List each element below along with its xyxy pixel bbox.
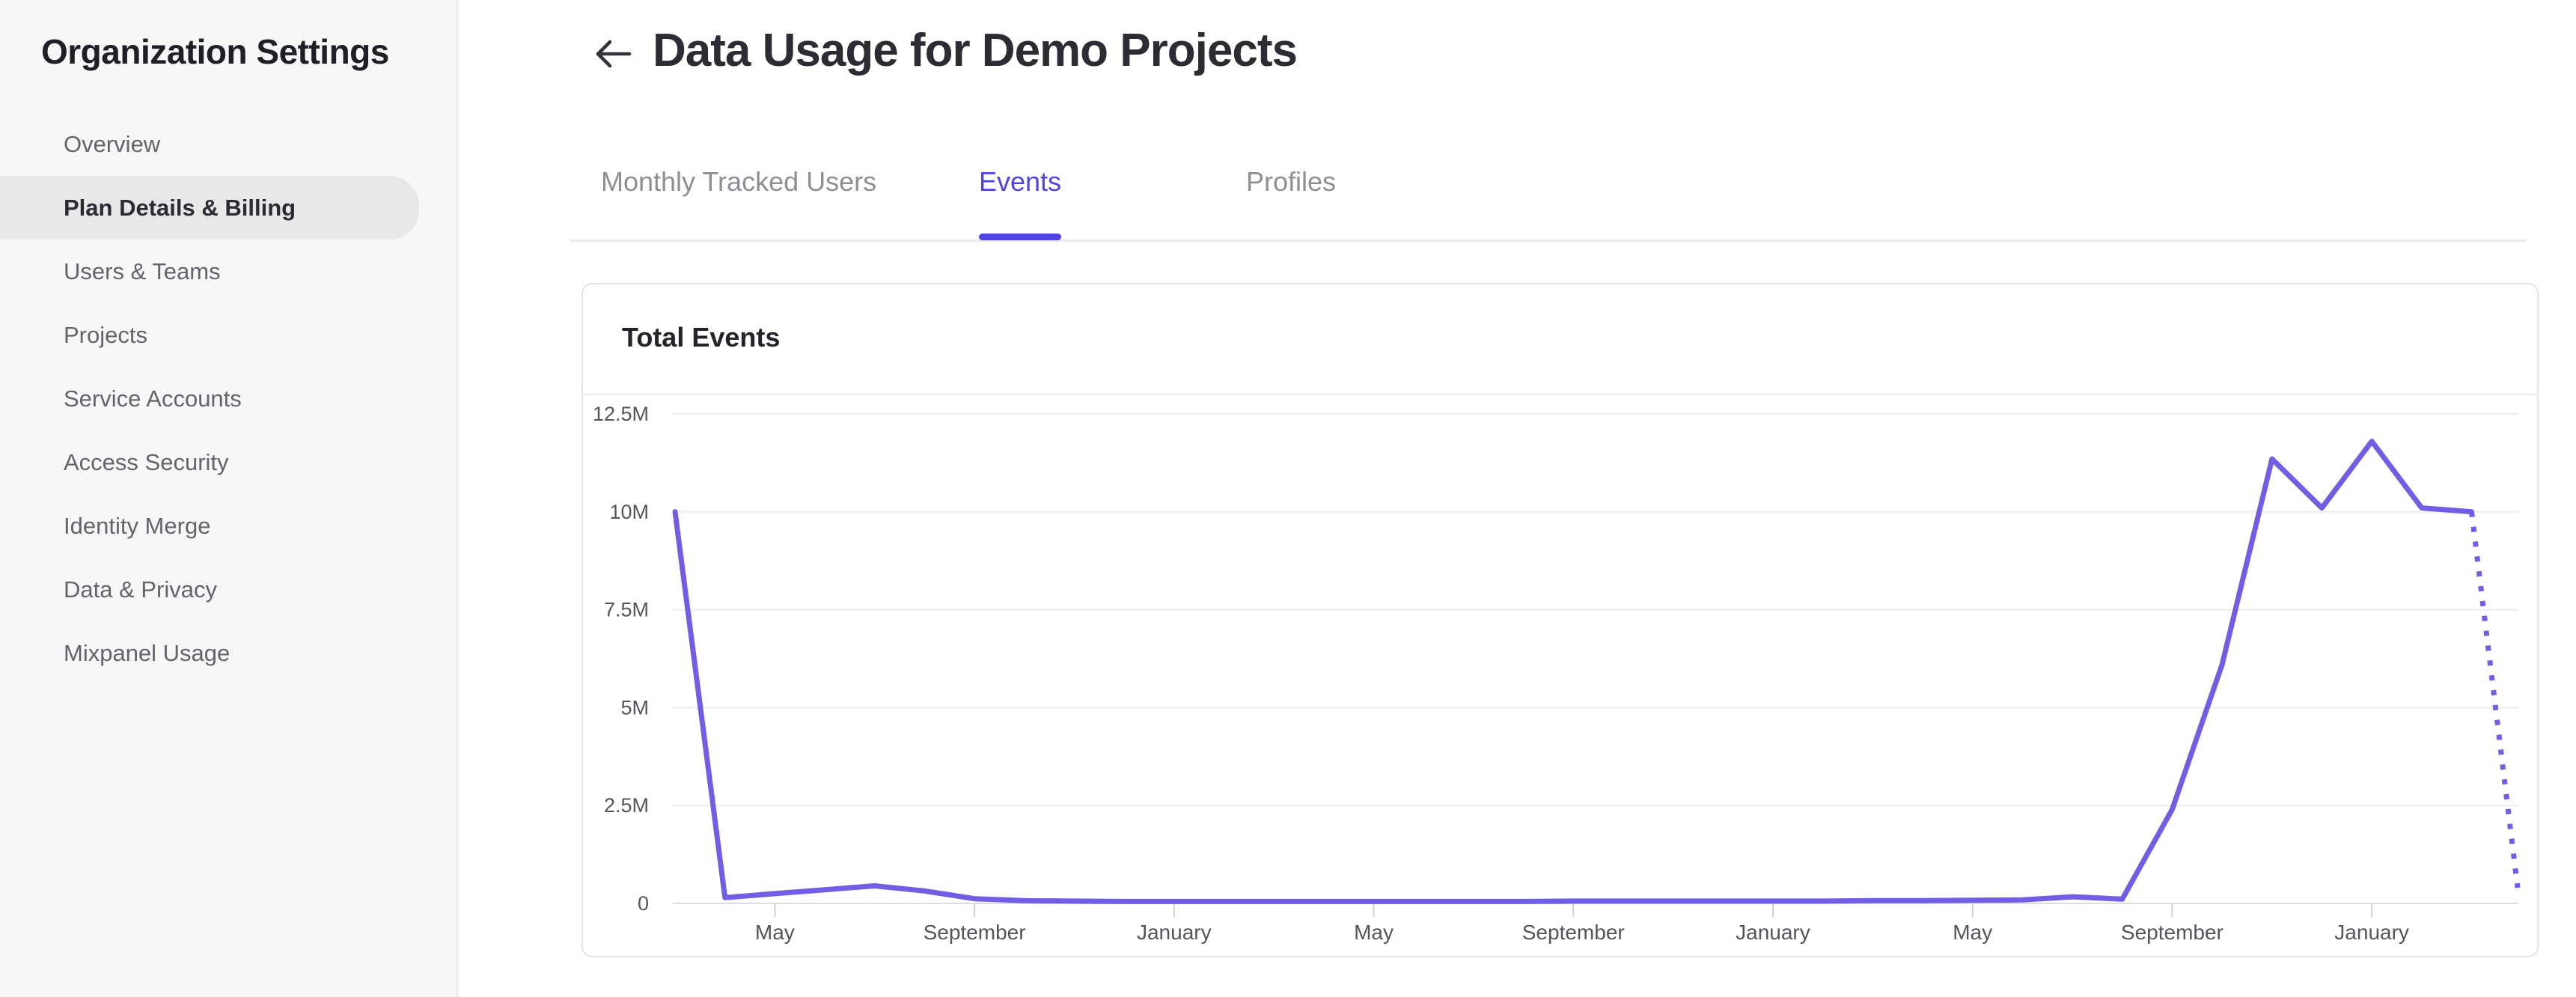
y-axis-label: 0	[638, 892, 649, 915]
x-axis-label: September	[2121, 921, 2224, 944]
sidebar-item-overview[interactable]: Overview	[64, 131, 161, 157]
y-axis-label: 7.5M	[604, 599, 649, 621]
x-axis-label: January	[2334, 921, 2409, 944]
x-axis-label: September	[1522, 921, 1625, 944]
sidebar-item-projects[interactable]: Projects	[64, 322, 147, 348]
total-events-card: Total Events 12.5M 10M 7.5M 5M 2.5M 0 May Septe…	[582, 283, 2539, 957]
sidebar-item-data-privacy[interactable]: Data & Privacy	[64, 576, 218, 603]
active-tab-underline	[979, 234, 1061, 240]
events-projection-line	[2469, 511, 2521, 888]
tab-bar-divider	[570, 240, 2526, 242]
sidebar-title: Organization Settings	[41, 32, 389, 71]
card-header-divider	[583, 394, 2537, 395]
tab-events[interactable]: Events	[979, 166, 1062, 197]
x-axis-label: January	[1736, 921, 1810, 944]
x-axis-label: May	[755, 921, 795, 944]
x-axis-label: May	[1953, 921, 1992, 944]
sidebar-item-users-teams[interactable]: Users & Teams	[64, 258, 221, 284]
page-title: Data Usage for Demo Projects	[653, 25, 1298, 76]
chart-title: Total Events	[622, 322, 781, 353]
y-axis-label: 2.5M	[604, 794, 649, 817]
sidebar-item-service-accounts[interactable]: Service Accounts	[64, 385, 242, 412]
y-axis-label: 12.5M	[593, 403, 649, 425]
events-line	[672, 439, 2474, 904]
y-axis-label: 5M	[620, 696, 649, 719]
back-arrow-icon	[596, 40, 632, 68]
back-button[interactable]	[592, 33, 634, 75]
y-axis-label: 10M	[609, 501, 649, 523]
tab-bar: Monthly Tracked Users Events Profiles	[0, 0, 2576, 247]
sidebar-nav: Overview Plan Details & Billing Users & Te…	[0, 112, 458, 685]
sidebar: Organization Settings Overview Plan Detai…	[0, 0, 458, 997]
x-axis-label: January	[1137, 921, 1212, 944]
sidebar-item-access-security[interactable]: Access Security	[64, 449, 229, 475]
tab-profiles[interactable]: Profiles	[1246, 166, 1337, 197]
total-events-chart[interactable]: 12.5M 10M 7.5M 5M 2.5M 0 May September January Ma…	[583, 284, 2537, 956]
x-axis-label: May	[1354, 921, 1394, 944]
tab-monthly-tracked-users[interactable]: Monthly Tracked Users	[601, 166, 877, 197]
sidebar-item-mixpanel-usage[interactable]: Mixpanel Usage	[64, 640, 231, 666]
sidebar-item-plan-details-billing[interactable]: Plan Details & Billing	[0, 176, 419, 240]
sidebar-item-identity-merge[interactable]: Identity Merge	[64, 513, 211, 539]
x-axis-label: September	[924, 921, 1026, 944]
